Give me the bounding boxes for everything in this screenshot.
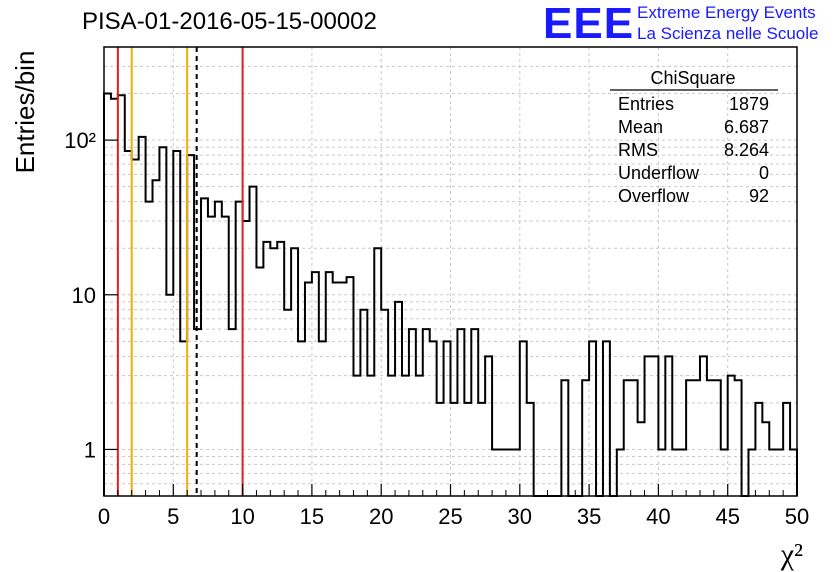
x-tick-label: 20 — [369, 504, 393, 529]
x-tick-label: 5 — [167, 504, 179, 529]
y-axis-title: Entries/bin — [10, 51, 40, 174]
stats-row-value: 1879 — [729, 94, 769, 114]
x-axis-title: χ² — [780, 538, 803, 571]
logo-text-line1: Extreme Energy Events — [637, 3, 816, 22]
histogram-series — [103, 92, 798, 497]
x-tick-label: 10 — [230, 504, 254, 529]
plot-title: PISA-01-2016-05-15-00002 — [82, 8, 377, 35]
x-tick-label: 30 — [508, 504, 532, 529]
stats-row-value: 6.687 — [724, 117, 769, 137]
x-tick-label: 0 — [98, 504, 110, 529]
stats-row-label: RMS — [618, 140, 658, 160]
logo-text-line2: La Scienza nelle Scuole — [637, 24, 819, 43]
y-tick-label: 10² — [64, 128, 96, 153]
eee-logo: EEE — [543, 0, 635, 48]
stats-row-label: Underflow — [618, 163, 700, 183]
x-tick-label: 25 — [438, 504, 462, 529]
x-tick-label: 15 — [300, 504, 324, 529]
y-tick-label: 1 — [84, 437, 96, 462]
stats-row-value: 92 — [749, 186, 769, 206]
stats-row-label: Overflow — [618, 186, 690, 206]
stats-row-label: Entries — [618, 94, 674, 114]
stats-row-value: 8.264 — [724, 140, 769, 160]
x-tick-label: 50 — [785, 504, 809, 529]
stats-box-title: ChiSquare — [650, 68, 735, 88]
x-tick-label: 40 — [646, 504, 670, 529]
x-tick-label: 45 — [715, 504, 739, 529]
x-tick-label: 35 — [577, 504, 601, 529]
y-tick-label: 10 — [72, 283, 96, 308]
stats-row-value: 0 — [759, 163, 769, 183]
stats-row-label: Mean — [618, 117, 663, 137]
